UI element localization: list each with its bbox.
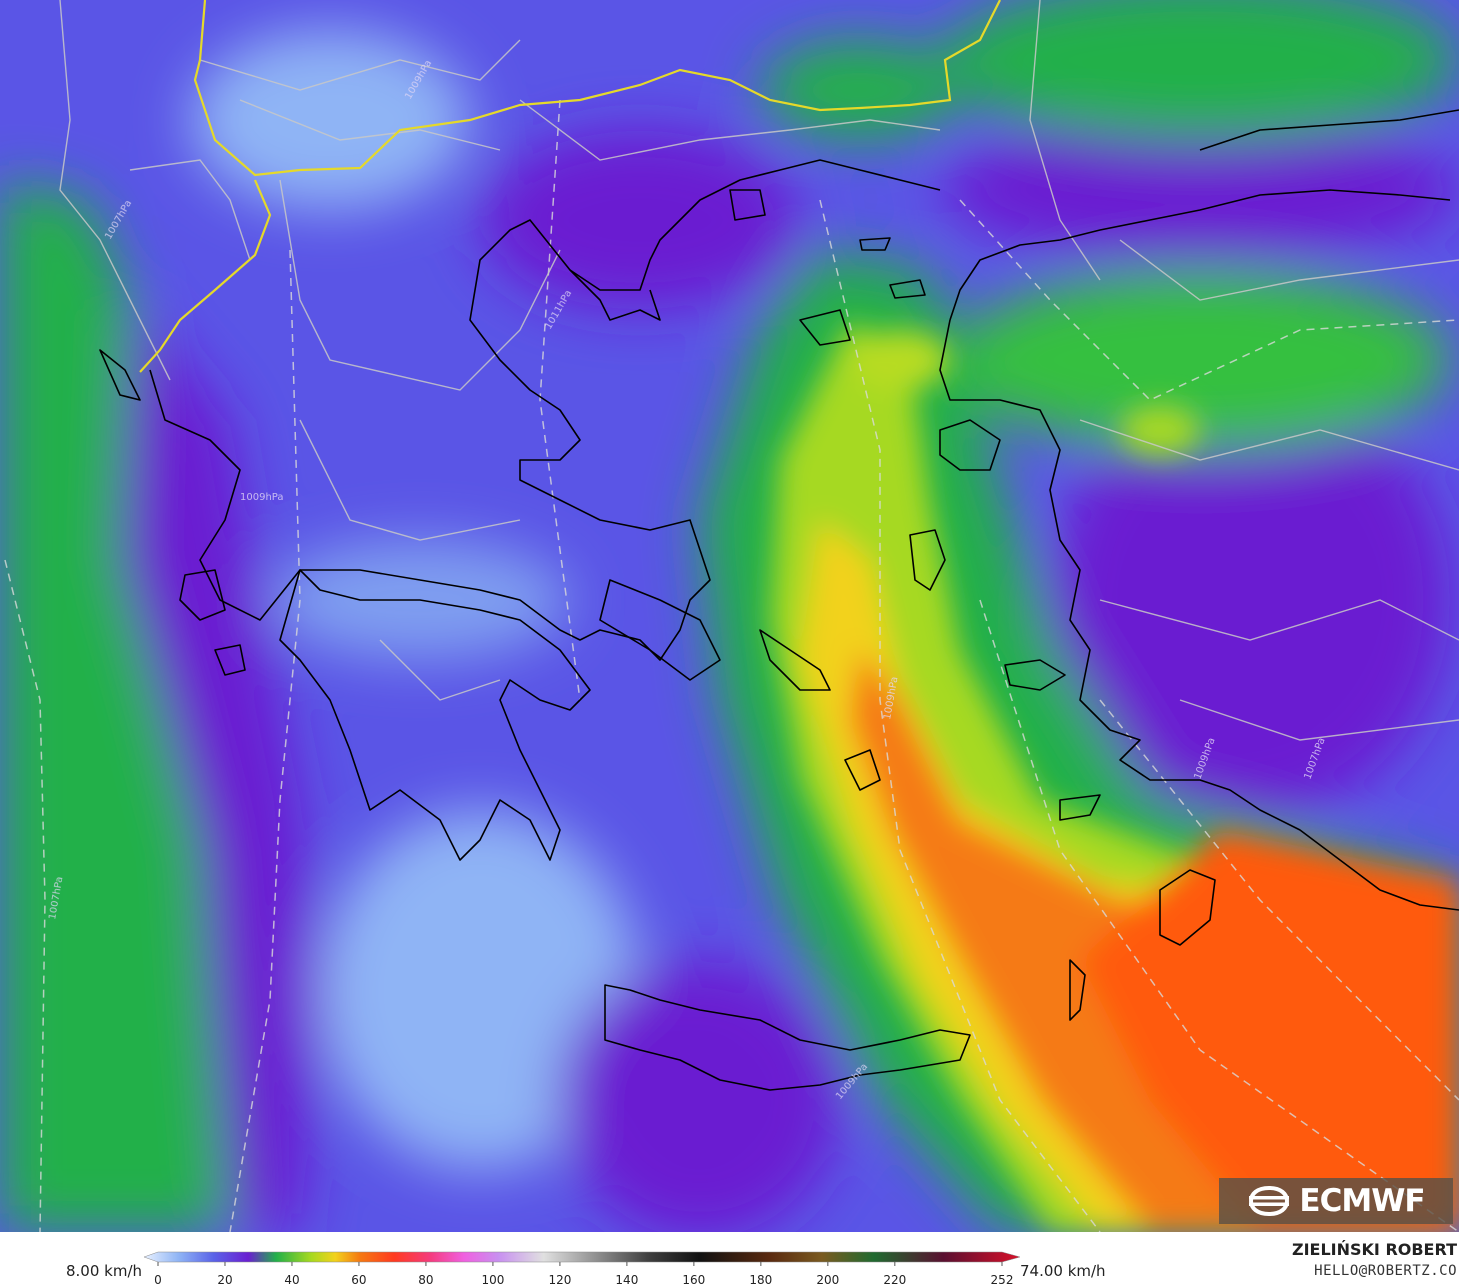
border-line xyxy=(59,0,171,381)
isobar-line xyxy=(959,199,1459,401)
rhodes-coast xyxy=(1159,869,1216,946)
lesbos-coast xyxy=(939,419,1001,471)
border-line xyxy=(379,639,501,701)
chalkidiki-coast xyxy=(569,269,661,321)
colorbar-tick-label: 100 xyxy=(481,1273,505,1287)
rhodes-red-core xyxy=(1080,830,1459,1232)
border-line xyxy=(279,179,561,391)
west-green-band xyxy=(0,180,230,1232)
colorbar-tick-label: 220 xyxy=(883,1273,907,1287)
zakynthos-coast xyxy=(214,644,246,676)
isobar-line xyxy=(979,599,1459,1232)
border-line xyxy=(1179,699,1459,741)
purple-northeast xyxy=(940,120,1459,260)
peloponnese-coast xyxy=(279,569,591,861)
green-thrace xyxy=(760,40,960,140)
purple-north-aegean xyxy=(480,130,800,310)
isobar-line xyxy=(229,249,301,1232)
legend-min-label: 8.00 km/h xyxy=(66,1262,143,1280)
purple-south-center xyxy=(560,960,840,1232)
purple-east xyxy=(1050,380,1450,820)
ecmwf-mark-icon xyxy=(1249,1186,1290,1216)
border-line xyxy=(129,159,251,261)
euboea-coast xyxy=(599,579,721,681)
calm-patch-south xyxy=(320,810,640,1170)
isobar-line xyxy=(1099,699,1459,1101)
thasos-coast xyxy=(729,189,766,221)
colorbar xyxy=(143,1251,1021,1266)
colorbar-tick-label: 60 xyxy=(351,1273,367,1287)
kefalonia-coast xyxy=(179,569,226,621)
green-anatolia xyxy=(950,270,1450,450)
calm-patch-north xyxy=(190,30,470,210)
samothrace-coast xyxy=(859,237,891,251)
border-line xyxy=(1029,0,1101,281)
colorbar-tick-label: 140 xyxy=(615,1273,639,1287)
border-line xyxy=(1079,419,1459,471)
isobar-line xyxy=(539,99,581,701)
ecmwf-logo: ECMWF xyxy=(1219,1178,1453,1224)
wind-field-core xyxy=(770,320,1459,1232)
colorbar-tick-label: 0 xyxy=(154,1273,162,1287)
colorbar-tick-label: 180 xyxy=(749,1273,773,1287)
legend-max-label: 74.00 km/h xyxy=(1020,1262,1106,1280)
corfu-coast xyxy=(99,349,141,401)
border-line xyxy=(519,99,941,161)
lemnos-coast xyxy=(799,309,851,346)
isobar-label: 1009hPa xyxy=(240,492,284,503)
green-north-east xyxy=(940,0,1459,140)
country-borders xyxy=(59,0,1459,741)
colorbar-tick-label: 20 xyxy=(217,1273,233,1287)
border-line xyxy=(1119,239,1459,301)
naxos-coast xyxy=(844,749,881,791)
chios-coast xyxy=(909,529,946,591)
turkey-west-coast xyxy=(939,189,1459,911)
colorbar-body xyxy=(143,1251,1021,1263)
yellow-patch-lesbos xyxy=(850,330,950,390)
border-line xyxy=(199,39,521,91)
border-line xyxy=(1099,599,1459,641)
colorbar-tick-label: 200 xyxy=(816,1273,840,1287)
andros-coast xyxy=(759,629,831,691)
credit-name: ZIELIŃSKI ROBERT xyxy=(1291,1240,1457,1259)
west-purple-strip xyxy=(120,300,320,1232)
mainland-greece-coast xyxy=(149,159,941,661)
colorbar-tick-label: 40 xyxy=(284,1273,300,1287)
imbros-coast xyxy=(889,279,926,299)
isobar-line xyxy=(819,199,1101,1232)
credit-email: HELLO@ROBERTZ.CO xyxy=(1314,1263,1457,1279)
colorbar-tick-label: 120 xyxy=(548,1273,572,1287)
highlighted-border xyxy=(139,0,1001,373)
wind-speed-map: 1007hPa 1009hPa 1011hPa 1009hPa 1007hPa … xyxy=(0,0,1459,1232)
kos-coast xyxy=(1059,794,1101,821)
colorbar-tick-label: 252 xyxy=(990,1273,1014,1287)
karpathos-coast xyxy=(1069,959,1086,1021)
border-line xyxy=(239,99,501,151)
samos-coast xyxy=(1004,659,1066,691)
ecmwf-wordmark: ECMWF xyxy=(1299,1183,1425,1219)
colorbar-tick-label: 160 xyxy=(682,1273,706,1287)
turkey-north-coast xyxy=(1199,109,1459,151)
yellow-patch-anatolia xyxy=(1120,405,1200,455)
isobars xyxy=(4,99,1459,1232)
isobar-line xyxy=(4,559,46,1232)
crete-coast xyxy=(604,984,971,1091)
coastlines xyxy=(99,109,1459,1091)
colorbar-tick-label: 80 xyxy=(418,1273,434,1287)
border-line xyxy=(299,419,521,541)
